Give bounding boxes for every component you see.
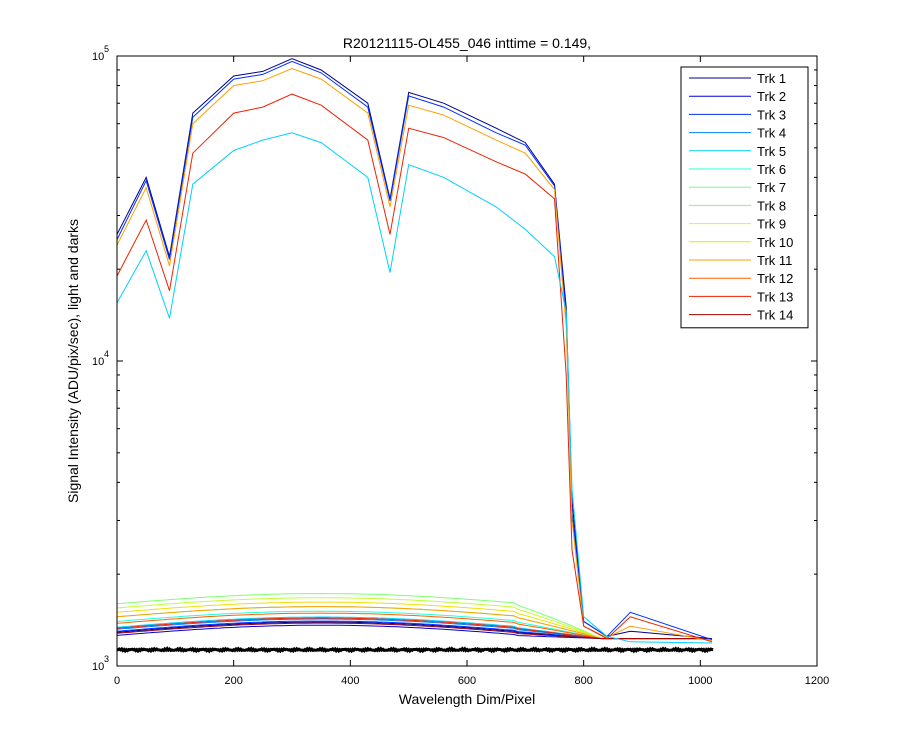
x-tick-label: 0 bbox=[114, 675, 120, 687]
y-tick-label: 10 bbox=[92, 356, 104, 368]
legend-label: Trk 11 bbox=[757, 253, 792, 268]
x-tick-label: 400 bbox=[341, 675, 359, 687]
y-axis-label: Signal Intensity (ADU/pix/sec), light an… bbox=[65, 219, 81, 503]
track-dark-line bbox=[116, 622, 710, 640]
legend-label: Trk 4 bbox=[757, 126, 786, 141]
y-tick-exponent: 3 bbox=[104, 654, 109, 664]
x-tick-label: 200 bbox=[224, 675, 242, 687]
spectrum-line bbox=[116, 60, 713, 641]
legend-label: Trk 8 bbox=[757, 198, 786, 213]
dark-frame-line bbox=[116, 646, 714, 654]
spectrum-line bbox=[116, 93, 713, 643]
chart-title: R20121115-OL455_046 inttime = 0.149, bbox=[343, 35, 591, 51]
legend-label: Trk 1 bbox=[757, 71, 786, 86]
x-tick-label: 1000 bbox=[688, 675, 712, 687]
legend-label: Trk 13 bbox=[757, 289, 793, 304]
legend-label: Trk 10 bbox=[757, 235, 793, 250]
x-tick-label: 800 bbox=[574, 675, 592, 687]
legend-label: Trk 3 bbox=[757, 107, 786, 122]
y-tick-label: 10 bbox=[92, 51, 104, 63]
legend-box bbox=[680, 66, 809, 329]
legend: Trk 1 Trk 2 Trk 3 Trk 4 Trk 5 Trk 6 Trk 7 Trk 8… bbox=[680, 66, 809, 329]
y-tick-exponent: 4 bbox=[104, 349, 109, 359]
x-tick-label: 600 bbox=[458, 675, 476, 687]
spectrum-line bbox=[116, 132, 713, 644]
x-axis-label: Wavelength Dim/Pixel bbox=[399, 691, 535, 707]
series-lines bbox=[116, 58, 714, 654]
legend-label: Trk 5 bbox=[757, 144, 786, 159]
legend-label: Trk 6 bbox=[757, 162, 786, 177]
legend-label: Trk 2 bbox=[757, 89, 786, 104]
y-tick-exponent: 5 bbox=[104, 44, 109, 54]
legend-label: Trk 7 bbox=[757, 180, 786, 195]
y-tick-label: 10 bbox=[92, 661, 104, 673]
spectrum-line bbox=[116, 67, 713, 642]
legend-label: Trk 14 bbox=[757, 308, 793, 323]
legend-label: Trk 9 bbox=[757, 217, 786, 232]
x-tick-label: 1200 bbox=[805, 675, 829, 687]
legend-label: Trk 12 bbox=[757, 271, 793, 286]
